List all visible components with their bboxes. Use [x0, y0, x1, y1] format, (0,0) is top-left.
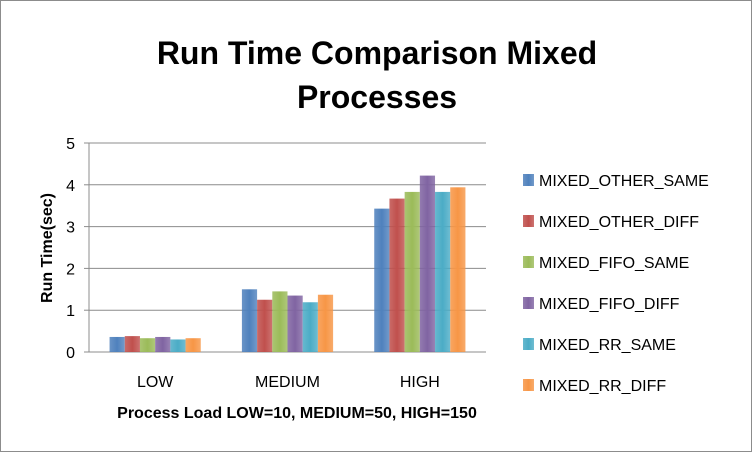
bar-mixed-fifo-diff-low [155, 336, 171, 352]
bar-mixed-fifo-same-low [139, 338, 156, 352]
legend-label: MIXED_FIFO_SAME [539, 255, 689, 272]
y-tick-label: 0 [66, 345, 75, 362]
legend-label: MIXED_OTHER_SAME [539, 173, 709, 190]
chart-title-line-1: Run Time Comparison Mixed [156, 35, 598, 71]
y-tick-label: 5 [66, 136, 75, 153]
bar-mixed-rr-diff-medium [317, 294, 334, 352]
legend-label: MIXED_OTHER_DIFF [539, 214, 699, 231]
bar-mixed-fifo-same-medium [272, 291, 288, 352]
bar-mixed-other-diff-medium [257, 299, 273, 352]
legend-swatch [523, 215, 534, 227]
y-tick-label: 1 [66, 303, 75, 320]
legend-swatch [523, 338, 534, 350]
legend-swatch [523, 256, 534, 268]
x-tick-label: LOW [137, 374, 174, 391]
legend-swatch [523, 379, 534, 391]
x-tick-label: MEDIUM [255, 374, 320, 391]
bar-mixed-rr-diff-low [185, 338, 201, 352]
x-axis-title: Process Load LOW=10, MEDIUM=50, HIGH=150 [117, 405, 477, 422]
bar-mixed-other-same-medium [241, 289, 258, 352]
x-tick-label: HIGH [400, 374, 440, 391]
bar-mixed-other-diff-high [389, 198, 405, 352]
bar-mixed-fifo-same-high [404, 191, 420, 352]
legend-label: MIXED_RR_SAME [539, 337, 676, 354]
y-axis-title: Run Time(sec) [39, 193, 56, 303]
bar-mixed-fifo-diff-high [419, 175, 436, 352]
bar-mixed-rr-same-high [435, 191, 451, 352]
legend-swatch [523, 174, 534, 186]
bar-mixed-other-diff-low [124, 336, 140, 352]
bar-mixed-rr-same-low [170, 339, 186, 352]
bars [109, 175, 466, 352]
chart-title-line-2: Processes [296, 79, 458, 115]
y-tick-label: 4 [66, 178, 75, 195]
legend-label: MIXED_FIFO_DIFF [539, 296, 680, 313]
tick-labels: 0 1 2 3 4 5 LOW MEDIUM HIGH [66, 136, 440, 391]
bar-mixed-other-same-high [374, 208, 390, 352]
bar-mixed-rr-diff-high [450, 187, 466, 352]
chart-title: Run Time Comparison Mixed Processes [1, 31, 752, 119]
y-tick-label: 3 [66, 220, 75, 237]
bar-mixed-rr-same-medium [302, 302, 318, 352]
bar-mixed-fifo-diff-medium [287, 295, 303, 352]
legend: MIXED_OTHER_SAME MIXED_OTHER_DIFF MIXED_FI… [523, 173, 709, 395]
y-tick-label: 2 [66, 261, 75, 278]
bar-mixed-other-same-low [109, 336, 125, 352]
legend-label: MIXED_RR_DIFF [539, 378, 666, 395]
legend-swatch [523, 297, 534, 309]
